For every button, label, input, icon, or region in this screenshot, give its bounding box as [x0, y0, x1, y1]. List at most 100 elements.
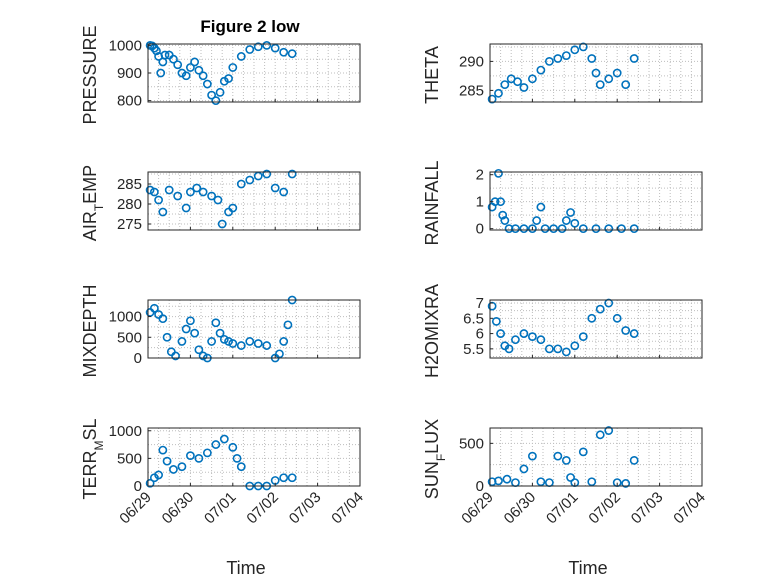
data-point	[207, 90, 216, 100]
data-point	[262, 169, 272, 179]
chart-title: Figure 2 low	[200, 17, 300, 36]
axis-box	[489, 427, 703, 487]
data-point	[262, 341, 272, 350]
data-point	[194, 65, 204, 75]
data-point	[181, 203, 191, 213]
data-point	[498, 210, 508, 220]
data-point	[587, 477, 597, 487]
data-point	[207, 337, 216, 346]
plot-area	[490, 428, 702, 486]
x-tick-label: 07/02	[243, 489, 282, 528]
data-point	[519, 224, 529, 234]
data-point	[219, 434, 229, 444]
y-tick-label: 275	[117, 216, 142, 233]
data-point	[544, 344, 554, 354]
data-point	[177, 337, 187, 346]
data-point	[561, 51, 571, 60]
y-axis-label: AIRTEMP	[80, 165, 106, 241]
data-point	[536, 335, 546, 345]
x-tick-label: 07/02	[585, 489, 624, 528]
data-point	[536, 65, 546, 75]
data-point	[500, 216, 510, 225]
data-point	[587, 313, 597, 323]
data-point	[164, 185, 174, 195]
data-point	[279, 337, 289, 346]
data-point	[232, 453, 242, 463]
plot-area	[148, 428, 360, 486]
data-point	[570, 45, 580, 55]
data-point	[287, 49, 297, 59]
data-point	[211, 96, 221, 106]
y-tick-label: 285	[459, 82, 484, 99]
data-point	[185, 451, 195, 461]
data-point	[224, 337, 233, 346]
data-point	[612, 68, 622, 78]
data-point	[279, 47, 289, 57]
data-point	[215, 87, 225, 97]
data-point	[149, 303, 159, 313]
data-point	[504, 344, 514, 354]
data-point	[513, 77, 522, 87]
data-point	[511, 335, 520, 345]
x-tick-label: 07/01	[543, 489, 582, 528]
y-axis-label: RAINFALL	[422, 160, 442, 245]
data-point	[511, 224, 520, 234]
y-axis-label: PRESSURE	[80, 25, 100, 124]
data-point	[519, 329, 529, 338]
data-point	[185, 316, 195, 326]
data-point	[217, 219, 227, 229]
data-point	[202, 79, 212, 89]
data-point	[145, 185, 155, 195]
data-point	[532, 216, 542, 225]
data-point	[578, 42, 588, 52]
data-point	[156, 68, 166, 78]
y-tick-label: 290	[459, 53, 484, 70]
data-point	[519, 464, 529, 474]
subplot-1: 800 900 1000 PRESSURE Figure 2 low	[80, 17, 361, 125]
data-point	[194, 345, 204, 355]
data-point	[519, 83, 529, 92]
data-point	[279, 187, 289, 197]
data-point	[287, 473, 297, 483]
y-tick-label: 500	[117, 329, 142, 346]
data-point	[198, 187, 208, 197]
y-axis-label: H2OMIXRA	[422, 284, 442, 378]
data-point	[494, 168, 503, 178]
data-point	[169, 54, 178, 64]
data-point	[154, 470, 163, 480]
y-tick-label: 0	[134, 478, 142, 495]
data-point	[496, 197, 505, 207]
data-point	[561, 347, 571, 357]
data-point	[544, 57, 554, 66]
data-point	[629, 224, 639, 234]
data-point	[279, 473, 289, 483]
data-point	[494, 88, 503, 98]
data-point	[198, 71, 208, 81]
data-point	[549, 224, 558, 234]
data-point	[591, 68, 601, 78]
data-point	[270, 183, 280, 193]
data-point	[160, 50, 170, 60]
data-point	[566, 473, 575, 482]
data-point	[211, 440, 221, 449]
subplot-2: 285 290 THETA	[422, 42, 703, 104]
y-tick-label: 7	[476, 295, 484, 312]
axis-box	[147, 171, 361, 231]
y-tick-label: 1000	[109, 37, 142, 54]
data-point	[536, 477, 546, 487]
data-point	[561, 456, 571, 465]
subplot-5: 0 500 1000 MIXDEPTH	[80, 284, 361, 378]
x-tick-label: 06/30	[501, 489, 540, 528]
data-point	[487, 94, 497, 104]
axis-box	[147, 299, 361, 359]
x-tick-label: 07/01	[201, 489, 240, 528]
x-tick-label: 07/03	[628, 489, 667, 528]
subplot-6: 5.566.57 H2OMIXRA	[422, 284, 703, 378]
data-point	[595, 304, 605, 314]
data-point	[185, 187, 195, 197]
data-point	[502, 474, 512, 484]
data-point	[169, 465, 178, 474]
data-point	[621, 479, 631, 488]
data-point	[190, 328, 200, 338]
data-point	[152, 46, 161, 56]
